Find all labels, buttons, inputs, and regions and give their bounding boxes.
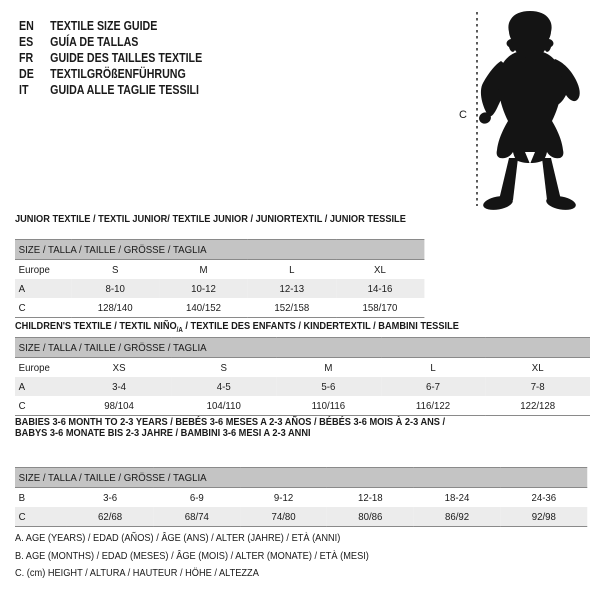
svg-text:C: C xyxy=(459,109,467,121)
